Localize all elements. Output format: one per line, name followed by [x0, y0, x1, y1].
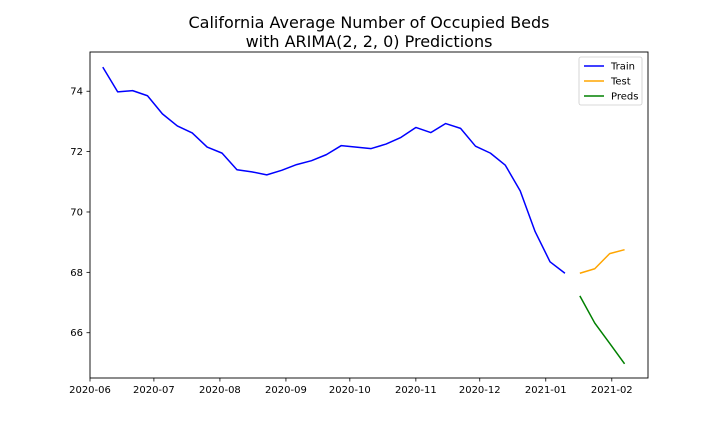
x-tick-label: 2020-10 [329, 385, 371, 396]
y-axis: 66 68 70 72 74 [70, 87, 90, 339]
x-tick-label: 2021-02 [591, 385, 633, 396]
y-tick-label: 70 [70, 207, 83, 218]
x-tick-label: 2020-08 [199, 385, 241, 396]
y-tick-label: 74 [70, 87, 83, 98]
chart-title-line-2: with ARIMA(2, 2, 0) Predictions [246, 32, 493, 51]
legend-label-train: Train [610, 62, 635, 73]
x-axis: 2020-06 2020-07 2020-08 2020-09 2020-10 2020-… [69, 378, 633, 396]
series-line-preds [579, 295, 626, 365]
y-tick-label: 68 [70, 268, 83, 279]
series-line-train [102, 66, 566, 274]
legend-label-test: Test [610, 77, 631, 88]
legend: Train Test Preds [578, 56, 643, 106]
x-tick-label: 2020-12 [459, 385, 501, 396]
y-tick-label: 66 [70, 328, 83, 339]
x-tick-label: 2021-01 [525, 385, 567, 396]
axes-frame [89, 51, 649, 379]
x-tick-label: 2020-11 [395, 385, 437, 396]
legend-box [578, 56, 643, 106]
x-tick-label: 2020-07 [133, 385, 175, 396]
x-tick-label: 2020-06 [69, 385, 111, 396]
series-line-test [579, 248, 625, 274]
y-tick-label: 72 [70, 147, 83, 158]
legend-label-preds: Preds [611, 92, 638, 103]
plot-area [102, 66, 626, 365]
x-tick-label: 2020-09 [265, 385, 307, 396]
chart-title-line-1: California Average Number of Occupied Be… [188, 13, 549, 32]
